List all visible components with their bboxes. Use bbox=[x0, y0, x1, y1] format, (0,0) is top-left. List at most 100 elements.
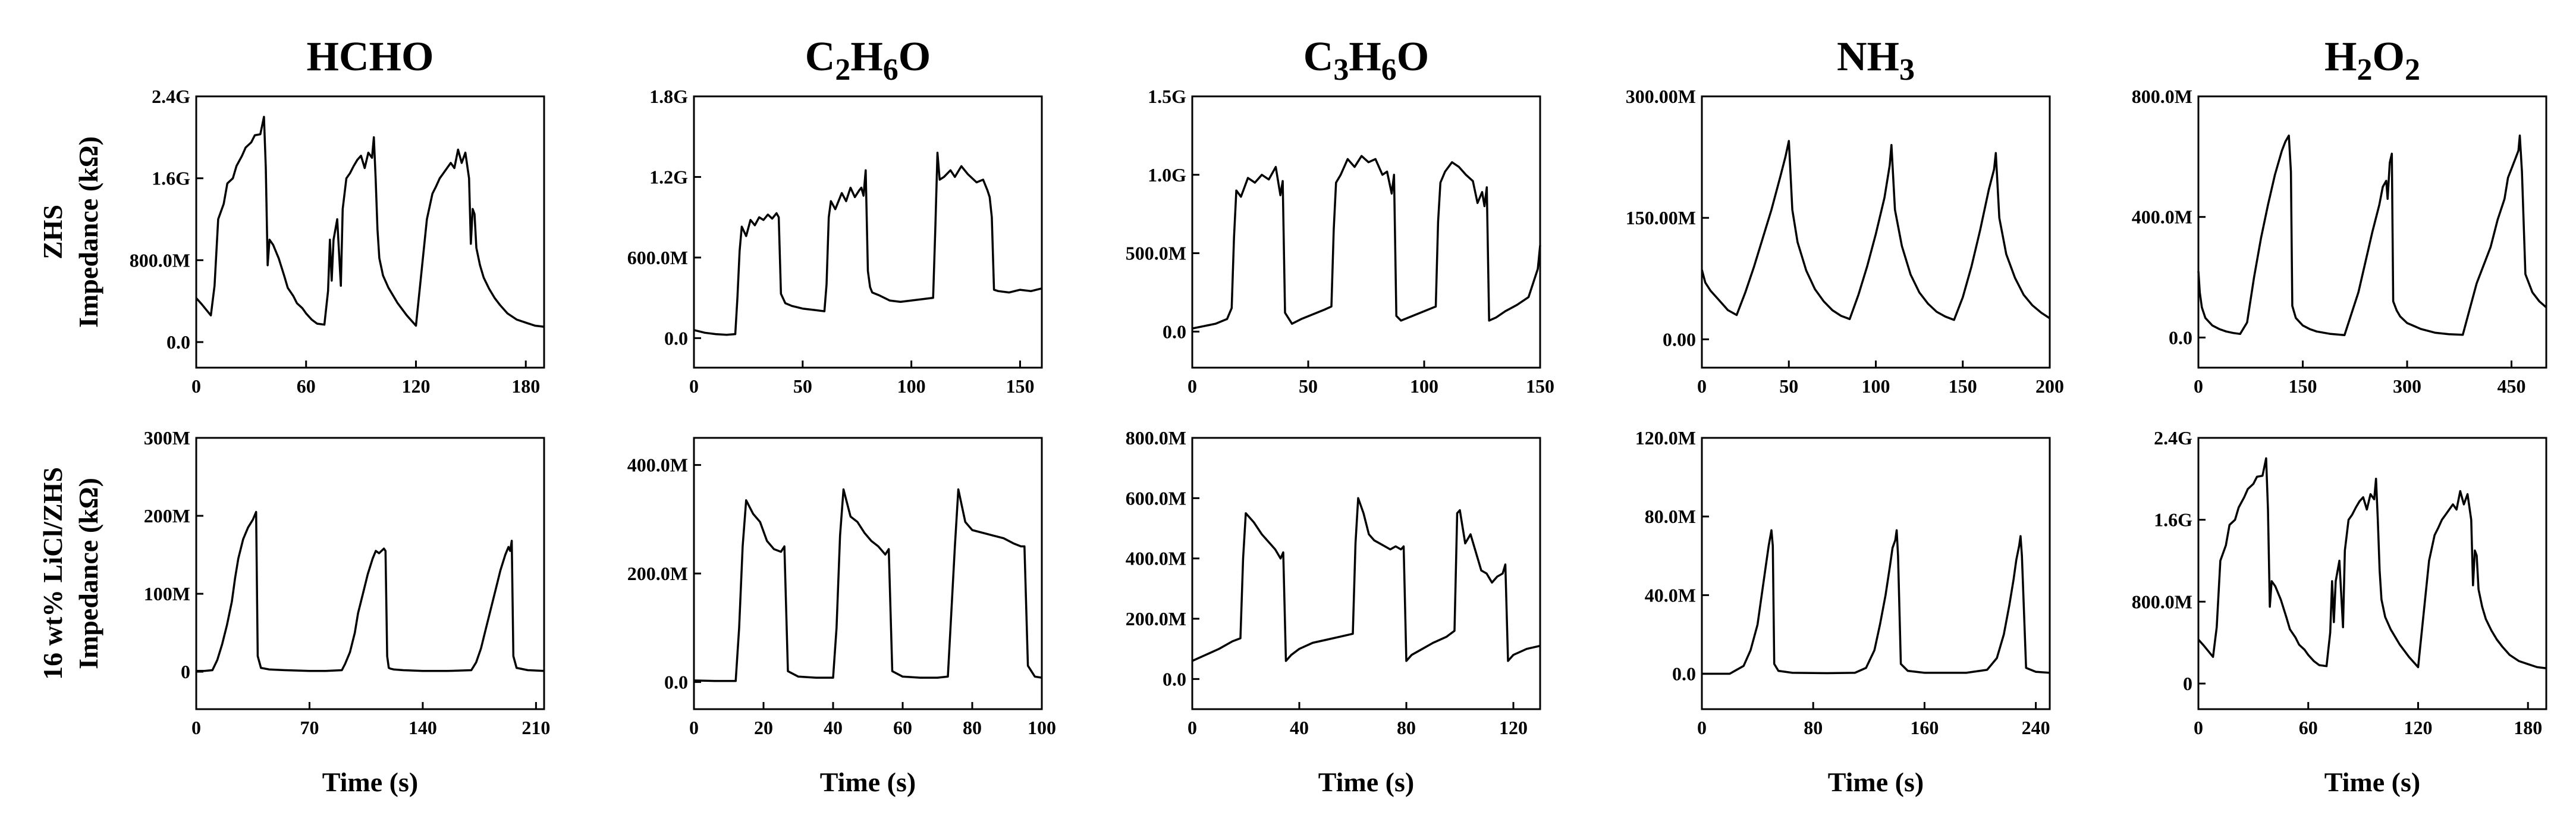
x-tick-label: 50 bbox=[793, 375, 812, 397]
x-tick-label: 40 bbox=[824, 717, 843, 738]
x-tick-label: 70 bbox=[300, 717, 319, 738]
y-tick-label: 0.0 bbox=[1672, 663, 1696, 685]
series-line bbox=[195, 115, 545, 328]
plot-frame bbox=[693, 95, 1043, 369]
y-tick-label: 600.0M bbox=[1126, 487, 1186, 509]
chart-panel-0-1: 0 50 100 150 0.0 600.0M 1.2G 1.8G bbox=[627, 86, 1043, 397]
column-titles: HCHO C2H6O C3H6O NH3 H2O2 bbox=[307, 34, 2420, 87]
x-tick-label: 100 bbox=[897, 375, 926, 397]
column-title-part: C bbox=[1303, 34, 1334, 80]
y-tick-label: 40.0M bbox=[1645, 584, 1696, 606]
column-title-part: C bbox=[805, 34, 835, 80]
x-tick-label: 150 bbox=[1006, 375, 1034, 397]
series-line bbox=[1192, 497, 1541, 662]
series-line bbox=[2197, 134, 2547, 337]
x-tick-label: 0 bbox=[689, 717, 699, 738]
column-title-part: 6 bbox=[883, 53, 899, 87]
x-tick-label: 150 bbox=[1526, 375, 1554, 397]
y-tick-label: 400.0M bbox=[2132, 206, 2192, 228]
y-tick-label: 400.0M bbox=[627, 455, 688, 476]
x-tick-label: 100 bbox=[1410, 375, 1438, 397]
y-tick-label: 100M bbox=[144, 583, 190, 604]
y-tick-label: 1.0G bbox=[1148, 164, 1186, 186]
x-tick-label: 180 bbox=[2514, 717, 2542, 738]
y-tick-label: 200.0M bbox=[627, 563, 688, 584]
y-tick-label: 1.2G bbox=[649, 166, 688, 187]
x-tick-label: 0 bbox=[2194, 717, 2203, 738]
x-axis-label: Time (s) bbox=[322, 767, 418, 797]
y-tick-label: 500.0M bbox=[1126, 243, 1186, 264]
column-title-h2o2: H2O2 bbox=[2324, 34, 2420, 87]
x-tick-label: 0 bbox=[1697, 375, 1707, 397]
plot-frame bbox=[1191, 95, 1541, 369]
column-title-c2h6o: C2H6O bbox=[805, 34, 931, 87]
y-tick-label: 0.0 bbox=[1163, 668, 1186, 690]
x-axis-label: Time (s) bbox=[2324, 767, 2420, 797]
y-tick-label: 800.0M bbox=[2132, 591, 2192, 612]
column-title-part: 2 bbox=[2405, 53, 2420, 87]
x-tick-label: 20 bbox=[754, 717, 773, 738]
y-tick-label: 200M bbox=[144, 505, 190, 527]
column-title-part: O bbox=[1397, 34, 1429, 80]
column-title-part: O bbox=[2373, 34, 2405, 80]
y-tick-label: 800.0M bbox=[2132, 86, 2192, 107]
row-labels: ZHS Impedance (kΩ)16 wt% LiCl/ZHS Impedanc… bbox=[37, 136, 103, 680]
x-tick-label: 450 bbox=[2498, 375, 2526, 397]
y-tick-label: 1.5G bbox=[1148, 86, 1186, 107]
x-tick-label: 180 bbox=[511, 375, 540, 397]
plot-frame bbox=[195, 437, 545, 710]
column-title-c3h6o: C3H6O bbox=[1303, 34, 1429, 87]
series-line bbox=[1192, 155, 1541, 330]
y-tick-label: 600.0M bbox=[627, 247, 688, 268]
x-tick-label: 0 bbox=[1188, 717, 1197, 738]
x-tick-label: 140 bbox=[409, 717, 437, 738]
y-tick-label: 2.4G bbox=[2154, 427, 2192, 449]
chart-panels: 0 60 120 180 0.0 800.0M 1.6G 2.4G 0 50 100 150 0.0 60… bbox=[130, 86, 2547, 738]
series-line bbox=[693, 152, 1042, 336]
column-title-part: 2 bbox=[835, 53, 850, 87]
y-tick-label: 800.0M bbox=[130, 249, 190, 271]
y-tick-label: 0.0 bbox=[664, 327, 688, 349]
x-tick-label: 300 bbox=[2393, 375, 2421, 397]
column-title-part: H bbox=[2324, 34, 2357, 80]
x-tick-label: 0 bbox=[2194, 375, 2203, 397]
column-title-part: HCHO bbox=[307, 34, 434, 80]
y-tick-label: 120.0M bbox=[1635, 427, 1696, 449]
x-tick-label: 160 bbox=[1910, 717, 1939, 738]
column-title-nh3: NH3 bbox=[1837, 34, 1915, 87]
chart-panel-0-3: 0 50 100 150 200 0.00 150.00M 300.00M bbox=[1626, 86, 2064, 397]
x-tick-label: 150 bbox=[1949, 375, 1977, 397]
row-label-sensor: 16 wt% LiCl/ZHS bbox=[37, 467, 68, 680]
chart-panel-1-1: 0 20 40 60 80 100 0.0 200.0M 400.0M bbox=[627, 437, 1056, 738]
row-label-axis: Impedance (kΩ) bbox=[73, 478, 103, 669]
y-tick-label: 0.00 bbox=[1663, 328, 1696, 350]
plot-frame bbox=[2197, 437, 2547, 710]
x-axis-label: Time (s) bbox=[1318, 767, 1414, 797]
y-tick-label: 1.8G bbox=[649, 86, 688, 107]
column-title-part: NH bbox=[1837, 34, 1899, 80]
y-tick-label: 800.0M bbox=[1126, 427, 1186, 449]
chart-panel-0-2: 0 50 100 150 0.0 500.0M 1.0G 1.5G bbox=[1126, 86, 1554, 397]
x-axis-labels: Time (s) Time (s) Time (s) Time (s) Time (s) bbox=[322, 767, 2420, 797]
y-tick-label: 0 bbox=[2183, 673, 2192, 694]
plot-frame bbox=[195, 95, 545, 369]
y-tick-label: 2.4G bbox=[152, 86, 190, 107]
y-tick-label: 0.0 bbox=[167, 331, 190, 353]
y-tick-label: 200.0M bbox=[1126, 608, 1186, 629]
x-tick-label: 60 bbox=[2299, 717, 2318, 738]
chart-panel-1-3: 0 80 160 240 0.0 40.0M 80.0M 120.0M bbox=[1635, 427, 2051, 738]
plot-frame bbox=[693, 437, 1043, 710]
plot-frame bbox=[1191, 437, 1541, 710]
y-tick-label: 400.0M bbox=[1126, 548, 1186, 569]
row-label-sensor: ZHS bbox=[37, 205, 68, 259]
x-tick-label: 120 bbox=[2404, 717, 2432, 738]
series-line bbox=[2197, 457, 2547, 669]
column-title-part: H bbox=[1349, 34, 1381, 80]
series-line bbox=[1702, 529, 2050, 675]
x-tick-label: 240 bbox=[2022, 717, 2050, 738]
x-tick-label: 50 bbox=[1299, 375, 1318, 397]
y-tick-label: 300.00M bbox=[1626, 86, 1696, 107]
x-tick-label: 0 bbox=[1188, 375, 1197, 397]
x-tick-label: 100 bbox=[1862, 375, 1890, 397]
